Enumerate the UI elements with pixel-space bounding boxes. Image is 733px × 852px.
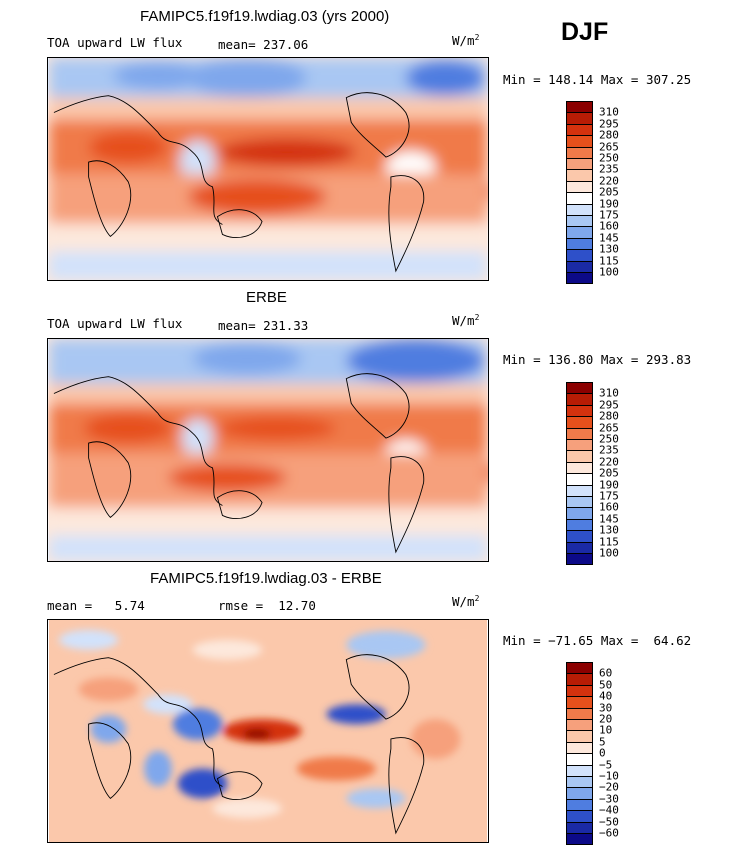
panel-1-variable-label: TOA upward LW flux (47, 35, 183, 50)
panel-2-title: ERBE (246, 289, 287, 306)
colorbar-tick-label: 265 (599, 140, 619, 154)
colorbar-cell (566, 553, 593, 566)
panel-2-minmax: Min = 136.80 Max = 293.83 (503, 352, 692, 367)
panel-1-title: FAMIPC5.f19f19.lwdiag.03 (yrs 2000) (140, 8, 390, 25)
panel-1-mean: mean= 237.06 (218, 37, 309, 52)
panel-2-map (47, 338, 489, 562)
colorbar-tick-label: 280 (599, 128, 619, 142)
colorbar-tick-label: 5 (599, 735, 606, 749)
colorbar-tick-label: 295 (599, 117, 619, 131)
colorbar-tick-label: −60 (599, 826, 619, 840)
colorbar-tick-label: 10 (599, 723, 613, 737)
colorbar-tick-label: 145 (599, 231, 619, 245)
colorbar-tick-label: 235 (599, 443, 619, 457)
colorbar-cell (566, 833, 593, 846)
colorbar-tick-label: −40 (599, 803, 619, 817)
colorbar-tick-label: 175 (599, 208, 619, 222)
colorbar-tick-label: 0 (599, 746, 606, 760)
colorbar-tick-label: 60 (599, 666, 613, 680)
panel-2-mean: mean= 231.33 (218, 318, 309, 333)
panel-3-minmax: Min = −71.65 Max = 64.62 (503, 633, 692, 648)
colorbar-tick-label: 220 (599, 455, 619, 469)
season-label: DJF (561, 18, 609, 46)
colorbar-tick-label: −10 (599, 769, 619, 783)
colorbar-tick-label: 30 (599, 701, 613, 715)
colorbar-tick-label: 250 (599, 432, 619, 446)
colorbar-tick-label: 50 (599, 678, 613, 692)
colorbar-tick-label: 205 (599, 466, 619, 480)
colorbar-cell (566, 272, 593, 285)
colorbar-tick-label: 265 (599, 421, 619, 435)
panel-2-variable-label: TOA upward LW flux (47, 316, 183, 331)
colorbar-tick-label: 115 (599, 535, 619, 549)
panel-3-rmse: rmse = 12.70 (218, 598, 316, 613)
colorbar-tick-label: −20 (599, 780, 619, 794)
colorbar-tick-label: 280 (599, 409, 619, 423)
colorbar-tick-label: 40 (599, 689, 613, 703)
colorbar-tick-label: 130 (599, 242, 619, 256)
colorbar-tick-label: 190 (599, 197, 619, 211)
colorbar-tick-label: −30 (599, 792, 619, 806)
colorbar-tick-label: −5 (599, 758, 613, 772)
panel-1-minmax: Min = 148.14 Max = 307.25 (503, 72, 692, 87)
colorbar-tick-label: 175 (599, 489, 619, 503)
panel-3-title: FAMIPC5.f19f19.lwdiag.03 - ERBE (150, 570, 382, 587)
colorbar-tick-label: 20 (599, 712, 613, 726)
colorbar-tick-label: 235 (599, 162, 619, 176)
colorbar-tick-label: 190 (599, 478, 619, 492)
panel-2-units: W/m2 (452, 313, 480, 329)
colorbar-tick-label: 100 (599, 265, 619, 279)
colorbar-tick-label: 205 (599, 185, 619, 199)
colorbar-tick-label: 130 (599, 523, 619, 537)
colorbar-tick-label: 160 (599, 500, 619, 514)
colorbar-tick-label: 310 (599, 386, 619, 400)
colorbar-tick-label: 250 (599, 151, 619, 165)
panel-3-map (47, 619, 489, 843)
colorbar-tick-label: 160 (599, 219, 619, 233)
colorbar-tick-label: 310 (599, 105, 619, 119)
colorbar-tick-label: 115 (599, 254, 619, 268)
colorbar-tick-label: 100 (599, 546, 619, 560)
panel-1-map (47, 57, 489, 281)
panel-1-units: W/m2 (452, 33, 480, 49)
panel-3-units: W/m2 (452, 594, 480, 610)
colorbar-tick-label: 145 (599, 512, 619, 526)
colorbar-tick-label: 220 (599, 174, 619, 188)
panel-3-mean: mean = 5.74 (47, 598, 145, 613)
colorbar-tick-label: −50 (599, 815, 619, 829)
colorbar-tick-label: 295 (599, 398, 619, 412)
